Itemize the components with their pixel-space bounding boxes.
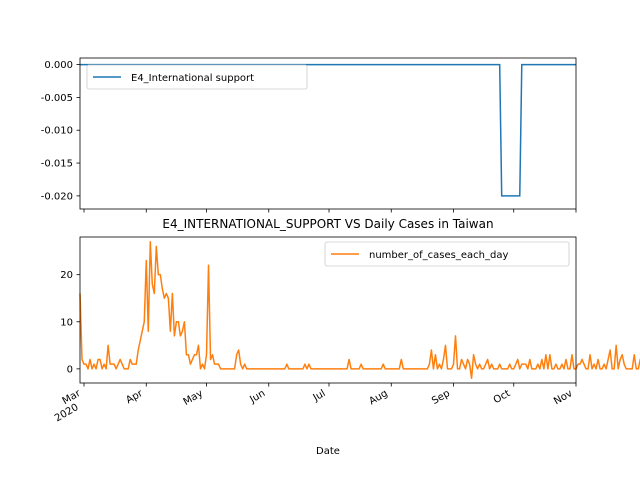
bottom-plot-frame xyxy=(79,236,577,384)
top-y-tick-label: -0.010 xyxy=(41,126,73,137)
bottom-y-axis: 0 10 20 xyxy=(60,270,80,375)
top-y-tick-label: -0.020 xyxy=(41,191,73,202)
bottom-chart-title: E4_INTERNATIONAL_SUPPORT VS Daily Cases … xyxy=(162,217,493,231)
bottom-y-tick-label: 10 xyxy=(60,317,73,328)
bottom-legend: number_of_cases_each_day xyxy=(324,241,570,267)
top-legend-box xyxy=(86,64,308,90)
top-y-tick-label: 0.000 xyxy=(44,60,73,71)
top-series-group xyxy=(80,63,576,197)
bottom-series-line xyxy=(79,240,640,380)
bottom-chart: E4_INTERNATIONAL_SUPPORT VS Daily Cases … xyxy=(53,217,640,457)
top-chart: 0.000 -0.005 -0.010 -0.015 -0.020 E4_Interna… xyxy=(41,57,577,213)
bottom-series-group xyxy=(79,240,640,380)
bottom-y-tick-label: 0 xyxy=(67,364,73,375)
top-series-line xyxy=(80,63,576,197)
bottom-legend-label: number_of_cases_each_day xyxy=(369,250,508,261)
top-legend: E4_International support xyxy=(86,64,308,90)
top-plot-frame xyxy=(79,57,577,210)
top-y-tick-label: -0.005 xyxy=(41,93,73,104)
bottom-y-tick-label: 20 xyxy=(60,270,73,281)
top-x-axis-ticks xyxy=(83,209,577,213)
bottom-legend-box xyxy=(324,241,570,267)
top-legend-label: E4_International support xyxy=(131,73,254,84)
top-y-axis: 0.000 -0.005 -0.010 -0.015 -0.020 xyxy=(41,60,80,202)
top-y-tick-label: -0.015 xyxy=(41,159,73,170)
bottom-x-axis-label: Date xyxy=(316,446,340,457)
